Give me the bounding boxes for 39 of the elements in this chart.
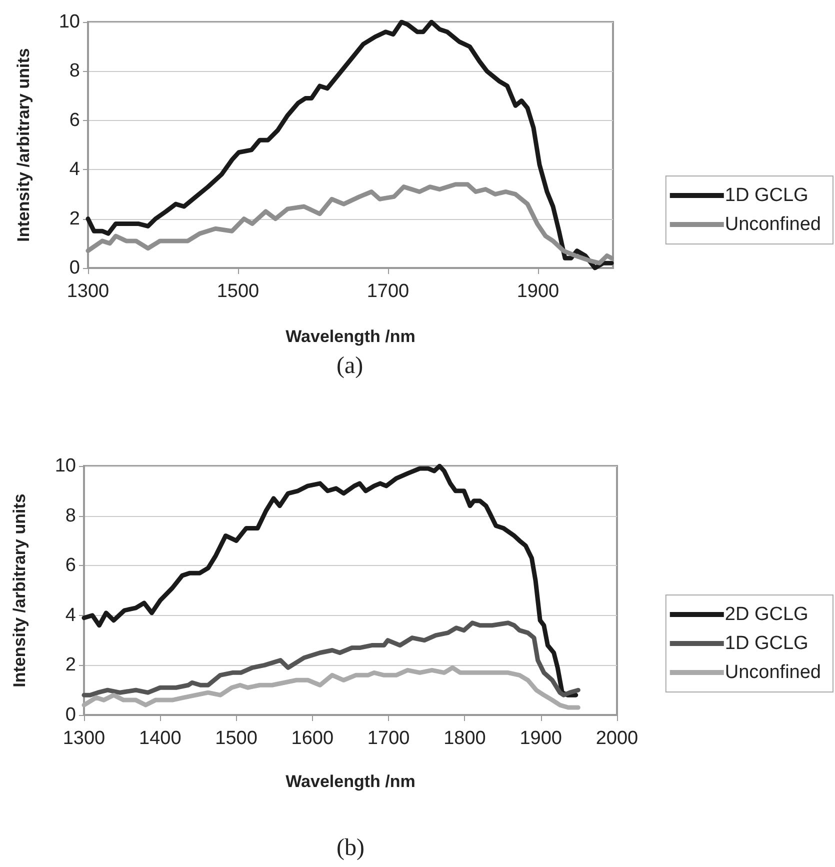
y-tick-label: 0 [69, 258, 80, 278]
y-tick-label: 0 [65, 704, 76, 726]
y-tick-label: 4 [69, 159, 80, 180]
y-tick-label: 8 [69, 60, 80, 82]
x-tick-label: 1600 [291, 728, 334, 749]
y-tick-label: 2 [69, 208, 80, 230]
x-tick-label: 1500 [215, 728, 258, 749]
y-tick-label: 2 [65, 654, 76, 676]
text: (a) [336, 353, 364, 379]
x-tick-label: 1900 [520, 728, 562, 749]
x-tick-label: 1900 [516, 281, 560, 302]
x-tick-label: 1700 [367, 728, 410, 749]
y-tick-label: 10 [54, 456, 76, 476]
x-axis-title: Wavelength /nm [286, 772, 416, 791]
text: (b) [336, 835, 364, 861]
x-tick-label: 1300 [66, 281, 110, 302]
y-tick-label: 10 [58, 12, 80, 32]
line-series [86, 20, 614, 270]
y-tick-label: 6 [69, 110, 80, 131]
line-series [82, 464, 578, 698]
y-axis-title: Intensity /arbitrary units [10, 494, 29, 688]
legend-label: Unconfined [724, 214, 821, 235]
y-tick-label: 4 [65, 604, 76, 626]
x-tick-label: 1800 [444, 728, 486, 749]
y-axis-title: Intensity /arbitrary units [14, 48, 33, 242]
x-axis-title: Wavelength /nm [286, 327, 416, 346]
x-tick-label: 1400 [139, 728, 182, 749]
legend-label: 1D GCLG [724, 633, 808, 654]
x-tick-label: 1500 [216, 281, 260, 302]
legend-label: 1D GCLG [724, 185, 808, 206]
line-series [82, 620, 580, 698]
line-series [82, 665, 580, 710]
legend-label: 2D GCLG [724, 604, 808, 625]
y-tick-label: 8 [65, 505, 76, 526]
x-tick-label: 2000 [596, 728, 638, 749]
x-tick-label: 1300 [62, 728, 106, 749]
legend-label: Unconfined [724, 662, 821, 683]
x-tick-label: 1700 [366, 281, 410, 302]
y-tick-label: 6 [65, 555, 76, 576]
